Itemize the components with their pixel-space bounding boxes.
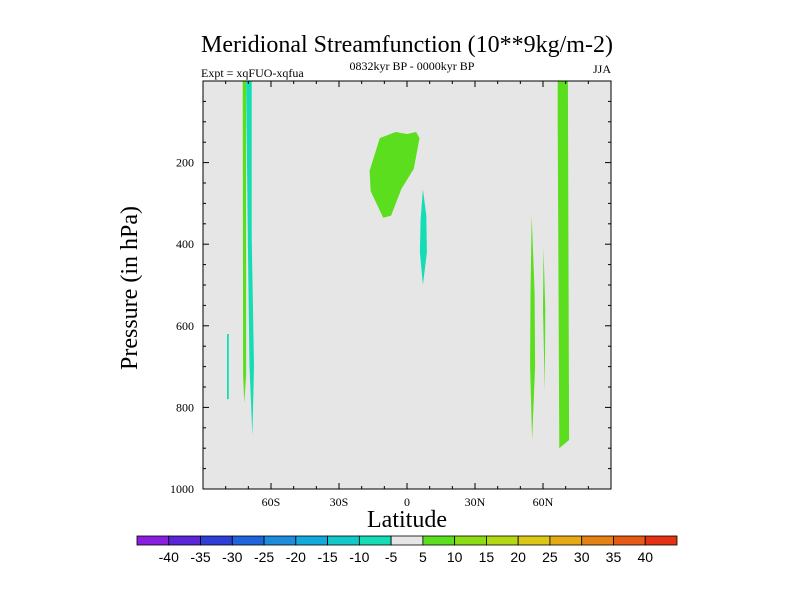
- colorbar-box: [422, 535, 456, 546]
- time-range-label: 0832kyr BP - 0000kyr BP: [350, 59, 475, 73]
- colorbar-box: [327, 535, 360, 546]
- colorbar-label: 20: [510, 549, 526, 565]
- region-cyan-strip-west: [246, 81, 254, 436]
- colorbar-box: [295, 535, 328, 546]
- colorbar-box: [454, 535, 487, 546]
- region-green-strip-east-1: [530, 215, 536, 440]
- region-green-band-east: [557, 81, 570, 449]
- x-axis: 60S 30S 0 30N 60N: [202, 81, 612, 509]
- colorbar-box: [168, 535, 201, 546]
- colorbar-box: [263, 535, 297, 546]
- colorbar-label: -35: [190, 549, 210, 565]
- x-tick-label: 0: [404, 495, 410, 509]
- colorbar-label: -10: [349, 549, 369, 565]
- region-green-strip-east-2: [543, 248, 546, 392]
- region-green-blob-upper: [369, 132, 420, 218]
- colorbar-label: 10: [447, 549, 463, 565]
- colorbar-box: [613, 535, 646, 546]
- region-cyan-lens-center: [419, 189, 427, 285]
- colorbar-box: [231, 535, 265, 546]
- y-axis: 200 400 600 800 1000: [170, 80, 611, 496]
- y-tick-label: 200: [176, 156, 194, 170]
- colorbar-label: 5: [419, 549, 427, 565]
- region-cyan-sliver-far-west: [227, 334, 229, 400]
- y-tick-label: 600: [176, 319, 194, 333]
- colorbar-label: -40: [159, 549, 179, 565]
- colorbar-box: [200, 535, 233, 546]
- y-tick-label: 400: [176, 237, 194, 251]
- y-axis-label: Pressure (in hPa): [117, 206, 143, 370]
- colorbar: -40 -35 -30 -25 -20 -15 -10 -5 5 10 15 20 25 30 35 40: [136, 535, 678, 565]
- colorbar-label: -20: [286, 549, 306, 565]
- colorbar-box: [486, 535, 519, 546]
- colorbar-label: 35: [606, 549, 622, 565]
- colorbar-box: [136, 535, 170, 546]
- plot-frame: [202, 80, 612, 490]
- chart-title: Meridional Streamfunction (10**9kg/m-2): [201, 32, 613, 58]
- colorbar-box: [644, 535, 678, 546]
- colorbar-label: 25: [542, 549, 558, 565]
- contour-regions: [227, 81, 570, 449]
- colorbar-box: [549, 535, 583, 546]
- experiment-label: Expt = xqFUO-xqfua: [201, 66, 304, 80]
- x-tick-label: 30N: [465, 495, 486, 509]
- colorbar-label: -25: [254, 549, 274, 565]
- y-tick-label: 1000: [170, 482, 194, 496]
- colorbar-label: 15: [479, 549, 495, 565]
- x-tick-label: 30S: [330, 495, 349, 509]
- colorbar-label: 30: [574, 549, 590, 565]
- colorbar-box: [358, 535, 392, 546]
- colorbar-label: -15: [317, 549, 337, 565]
- colorbar-box: [517, 535, 551, 546]
- y-tick-label: 800: [176, 400, 194, 414]
- x-axis-label: Latitude: [367, 507, 447, 533]
- colorbar-label: -5: [385, 549, 398, 565]
- colorbar-label: 40: [637, 549, 653, 565]
- season-label: JJA: [593, 62, 611, 76]
- region-green-band-west: [242, 81, 247, 404]
- colorbar-box: [390, 535, 424, 546]
- x-tick-label: 60N: [533, 495, 554, 509]
- colorbar-label: -30: [222, 549, 242, 565]
- x-tick-label: 60S: [262, 495, 281, 509]
- colorbar-box: [581, 535, 614, 546]
